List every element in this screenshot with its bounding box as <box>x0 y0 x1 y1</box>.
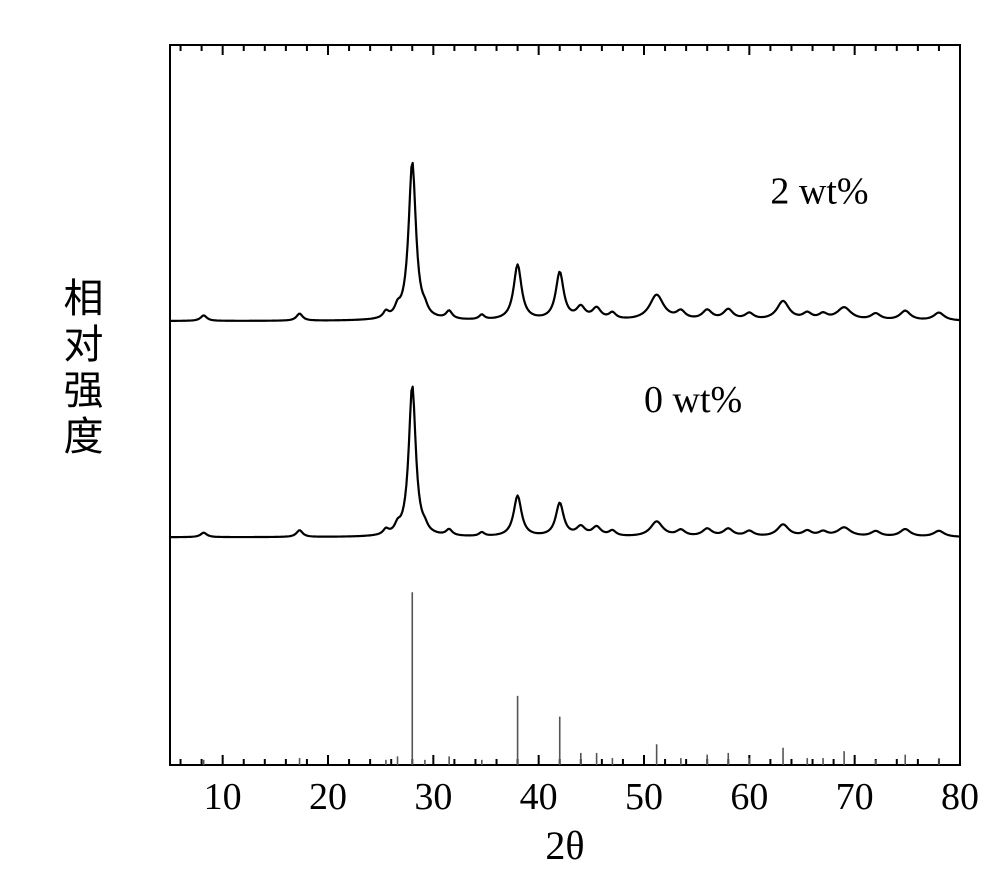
series-label-0-wt%: 0 wt% <box>644 379 742 421</box>
x-tick-label: 10 <box>204 776 242 818</box>
x-tick-label: 80 <box>941 776 979 818</box>
y-axis-label: 相对强度 <box>58 277 103 461</box>
plot-border <box>170 45 960 765</box>
x-tick-label: 60 <box>730 776 768 818</box>
x-axis-label: 2θ <box>545 823 584 868</box>
xrd-curve-0-wt% <box>170 387 960 537</box>
x-tick-label: 50 <box>625 776 663 818</box>
x-tick-label: 40 <box>520 776 558 818</box>
chart-svg: 10 20 30 40 50 60 70 80 2θ 相对强度 2 wt% 0 wt% <box>0 0 1000 883</box>
x-tick-label: 20 <box>309 776 347 818</box>
xrd-chart: 10 20 30 40 50 60 70 80 2θ 相对强度 2 wt% 0 wt% <box>0 0 1000 883</box>
series-label-2-wt%: 2 wt% <box>770 170 868 212</box>
x-tick-label: 30 <box>414 776 452 818</box>
x-tick-label: 70 <box>836 776 874 818</box>
